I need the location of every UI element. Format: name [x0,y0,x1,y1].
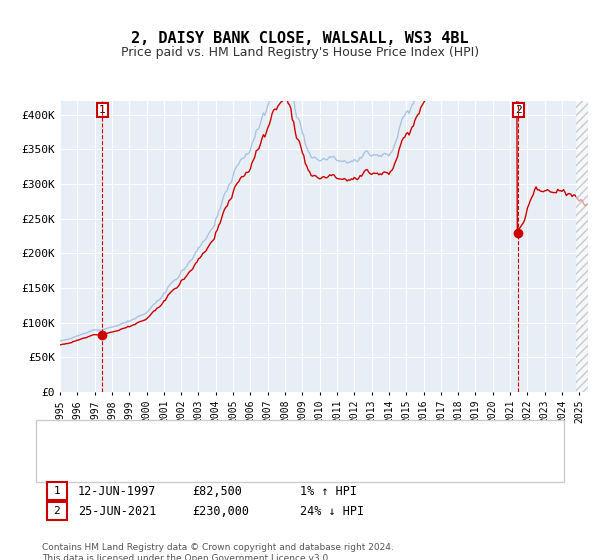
Text: 2: 2 [53,506,61,516]
Text: 24% ↓ HPI: 24% ↓ HPI [300,505,364,518]
Text: Contains HM Land Registry data © Crown copyright and database right 2024.
This d: Contains HM Land Registry data © Crown c… [42,543,394,560]
Text: 1% ↑ HPI: 1% ↑ HPI [300,484,357,498]
Text: 1: 1 [99,105,106,115]
Text: 25-JUN-2021: 25-JUN-2021 [78,505,157,518]
Text: £82,500: £82,500 [192,484,242,498]
Polygon shape [576,101,588,392]
Text: 2, DAISY BANK CLOSE, WALSALL, WS3 4BL (detached house): 2, DAISY BANK CLOSE, WALSALL, WS3 4BL (d… [90,433,427,444]
Text: 1: 1 [53,486,61,496]
Text: —: — [60,450,77,468]
Text: HPI: Average price, detached house, Walsall: HPI: Average price, detached house, Wals… [90,453,359,463]
Text: —: — [60,431,77,449]
Text: £230,000: £230,000 [192,505,249,518]
Text: 2, DAISY BANK CLOSE, WALSALL, WS3 4BL: 2, DAISY BANK CLOSE, WALSALL, WS3 4BL [131,31,469,46]
Text: Price paid vs. HM Land Registry's House Price Index (HPI): Price paid vs. HM Land Registry's House … [121,46,479,59]
Text: 2: 2 [515,105,522,115]
Text: 12-JUN-1997: 12-JUN-1997 [78,484,157,498]
